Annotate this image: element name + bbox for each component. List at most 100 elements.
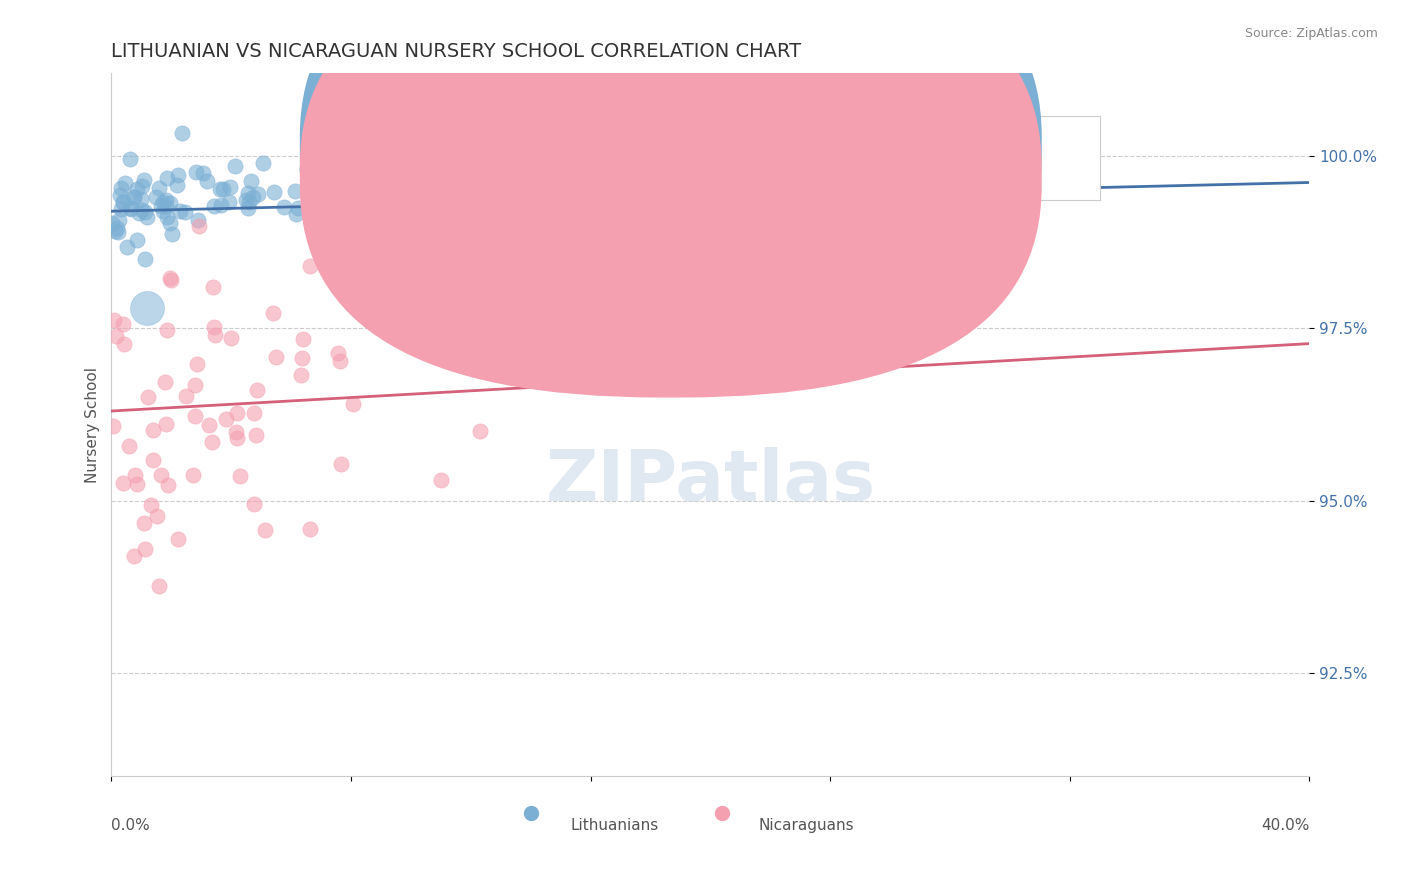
Point bbox=[184, 378, 207, 392]
Point bbox=[118, 152, 141, 166]
Point bbox=[215, 412, 238, 426]
Point bbox=[439, 277, 461, 292]
Point bbox=[201, 280, 224, 294]
Point bbox=[226, 406, 249, 420]
Point bbox=[156, 323, 179, 337]
Point bbox=[167, 168, 190, 182]
Point bbox=[159, 216, 181, 230]
Point bbox=[321, 148, 343, 162]
Point bbox=[299, 259, 322, 273]
Point bbox=[159, 196, 181, 211]
Point bbox=[152, 204, 174, 219]
Point bbox=[107, 225, 129, 239]
FancyBboxPatch shape bbox=[301, 0, 1040, 397]
Point bbox=[342, 397, 364, 411]
Point bbox=[204, 327, 226, 342]
Point bbox=[243, 406, 266, 420]
Point bbox=[122, 190, 145, 204]
Point bbox=[155, 417, 177, 431]
Point bbox=[148, 180, 170, 194]
Point bbox=[226, 431, 249, 445]
Point bbox=[263, 185, 285, 199]
Point bbox=[652, 249, 675, 263]
Point bbox=[112, 336, 135, 351]
Point bbox=[321, 154, 343, 169]
Point bbox=[326, 346, 349, 360]
Point bbox=[122, 549, 145, 563]
Point bbox=[153, 375, 176, 389]
Point bbox=[152, 195, 174, 210]
Point bbox=[103, 313, 125, 327]
Point bbox=[160, 227, 183, 242]
Point bbox=[156, 210, 179, 224]
Point bbox=[329, 353, 352, 368]
Point bbox=[290, 368, 312, 382]
Point bbox=[131, 192, 153, 206]
Point bbox=[115, 240, 138, 254]
Point bbox=[134, 205, 156, 219]
Point bbox=[110, 202, 132, 216]
Point bbox=[142, 453, 165, 467]
Text: Nicaraguans: Nicaraguans bbox=[758, 818, 853, 833]
Point bbox=[273, 200, 295, 214]
Point bbox=[430, 473, 453, 487]
Point bbox=[110, 181, 132, 195]
Point bbox=[112, 475, 135, 490]
Point bbox=[323, 193, 346, 207]
Point bbox=[401, 155, 423, 169]
Point bbox=[508, 121, 530, 136]
Point bbox=[128, 206, 150, 220]
Point bbox=[132, 173, 155, 187]
Point bbox=[101, 216, 124, 230]
Point bbox=[242, 190, 264, 204]
Point bbox=[134, 541, 156, 556]
Point bbox=[149, 468, 172, 483]
Point bbox=[120, 202, 142, 217]
Point bbox=[184, 409, 207, 424]
Point bbox=[367, 222, 389, 236]
Point bbox=[546, 173, 568, 187]
Point bbox=[295, 162, 318, 177]
Point bbox=[245, 428, 267, 442]
Point bbox=[187, 219, 209, 234]
Point bbox=[110, 187, 132, 202]
Point bbox=[155, 193, 177, 207]
Text: ZIPatlas: ZIPatlas bbox=[546, 447, 876, 516]
Point bbox=[253, 523, 276, 537]
Point bbox=[364, 127, 387, 141]
Point bbox=[131, 178, 153, 193]
Point bbox=[352, 309, 374, 323]
Point bbox=[136, 390, 159, 404]
Point bbox=[264, 351, 287, 365]
Point bbox=[236, 186, 259, 200]
Point bbox=[460, 145, 482, 160]
Point bbox=[125, 233, 148, 247]
Point bbox=[209, 197, 232, 211]
Point bbox=[437, 134, 460, 148]
Point bbox=[136, 211, 159, 225]
Point bbox=[315, 149, 337, 163]
Point bbox=[104, 329, 127, 343]
Point bbox=[169, 203, 191, 218]
Point bbox=[243, 497, 266, 511]
Point bbox=[262, 306, 284, 320]
Point bbox=[229, 469, 252, 483]
Point bbox=[134, 252, 156, 267]
Point bbox=[125, 182, 148, 196]
Point bbox=[246, 186, 269, 201]
Y-axis label: Nursery School: Nursery School bbox=[86, 367, 100, 483]
Text: Source: ZipAtlas.com: Source: ZipAtlas.com bbox=[1244, 27, 1378, 40]
Point bbox=[159, 271, 181, 285]
Point bbox=[166, 178, 188, 193]
Point bbox=[118, 439, 141, 453]
Point bbox=[208, 182, 231, 196]
Point bbox=[292, 332, 315, 346]
Point bbox=[235, 193, 257, 207]
Point bbox=[204, 319, 226, 334]
Point bbox=[367, 166, 389, 180]
Point bbox=[238, 195, 260, 210]
Point bbox=[395, 244, 418, 259]
Point bbox=[198, 417, 221, 432]
Point bbox=[122, 190, 145, 204]
Point bbox=[184, 165, 207, 179]
